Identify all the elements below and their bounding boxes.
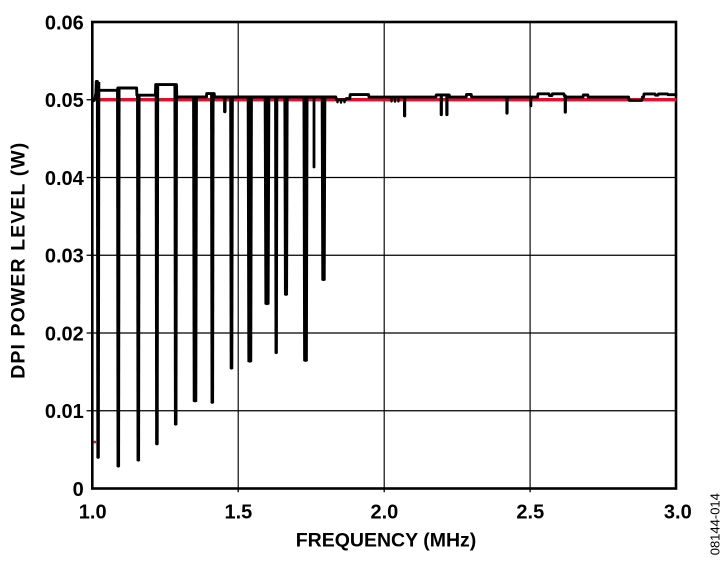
svg-text:2.5: 2.5 [516, 501, 544, 523]
svg-text:3.0: 3.0 [664, 501, 692, 523]
svg-text:0.02: 0.02 [45, 323, 84, 345]
svg-text:1.0: 1.0 [79, 501, 107, 523]
svg-text:2.0: 2.0 [370, 501, 398, 523]
svg-text:1.5: 1.5 [224, 501, 252, 523]
svg-text:0.05: 0.05 [45, 90, 84, 112]
svg-text:0: 0 [73, 479, 84, 501]
svg-text:0.04: 0.04 [45, 168, 85, 190]
svg-text:0.03: 0.03 [45, 246, 84, 268]
svg-text:0.06: 0.06 [45, 12, 84, 34]
svg-text:0.01: 0.01 [45, 401, 84, 423]
svg-text:FREQUENCY (MHz): FREQUENCY (MHz) [296, 530, 477, 552]
svg-text:08144-014: 08144-014 [707, 493, 722, 555]
svg-text:DPI POWER LEVEL (W): DPI POWER LEVEL (W) [7, 142, 29, 379]
